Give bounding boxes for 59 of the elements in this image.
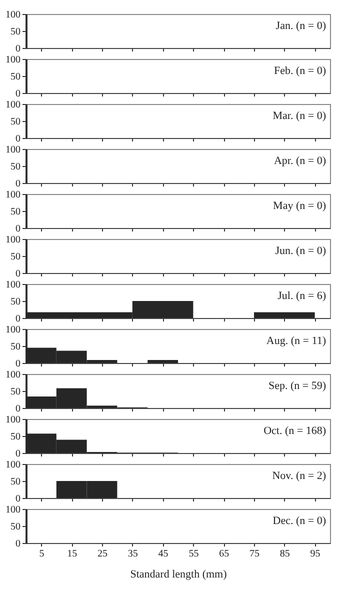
y-tick-label: 100 [6, 234, 20, 246]
y-tick-label: 0 [16, 44, 20, 54]
y-tick-label: 0 [16, 178, 20, 190]
y-tick-label: 50 [10, 386, 20, 398]
y-tick-label: 0 [16, 448, 20, 460]
y-tick-label: 100 [6, 460, 20, 470]
y-tick-label: 50 [10, 162, 20, 172]
y-tick-label: 50 [10, 476, 20, 488]
annotation: Sep. (n = 59) [268, 380, 326, 392]
y-tick-label: 100 [6, 190, 20, 200]
x-tick-label: 25 [98, 548, 108, 560]
annotation: Mar. (n = 0) [272, 110, 326, 122]
y-tick-label: 0 [16, 404, 20, 414]
y-tick-label: 50 [10, 522, 20, 532]
annotation: Nov. (n = 2) [272, 470, 326, 482]
annotation: Aug. (n = 11) [266, 335, 326, 347]
annotation: May (n = 0) [273, 200, 326, 212]
annotation: Jun. (n = 0) [275, 245, 326, 257]
x-tick-label: 55 [188, 548, 199, 560]
annotation: Feb. (n = 0) [274, 65, 326, 77]
y-tick-label: 100 [6, 504, 20, 516]
y-tick-label: 0 [16, 88, 20, 100]
y-tick-label: 50 [10, 342, 20, 352]
y-tick-label: 100 [6, 144, 20, 156]
y-tick-label: 50 [10, 116, 20, 128]
x-tick-label: 85 [280, 548, 290, 560]
y-tick-label: 0 [16, 268, 20, 280]
y-tick-label: 0 [16, 224, 20, 234]
y-tick-label: 50 [10, 432, 20, 442]
x-tick-label: 65 [219, 548, 230, 560]
annotation: Oct. (n = 168) [264, 425, 326, 437]
y-tick-label: 50 [10, 206, 20, 218]
x-tick-label: 5 [39, 548, 44, 560]
x-tick-label: 35 [128, 548, 138, 560]
annotation: Jan. (n = 0) [276, 20, 326, 32]
y-tick-label: 50 [10, 296, 20, 308]
y-tick-label: 50 [10, 26, 20, 38]
y-tick-label: 50 [10, 72, 20, 82]
annotation: Apr. (n = 0) [274, 155, 326, 167]
annotation: Dec. (n = 0) [272, 515, 326, 527]
annotation: Jul. (n = 6) [278, 290, 326, 302]
x-tick-label: 95 [310, 548, 320, 560]
x-tick-label: 75 [250, 548, 260, 560]
y-tick-label: 100 [6, 100, 20, 110]
x-tick-label: 45 [158, 548, 168, 560]
y-tick-label: 100 [6, 414, 20, 426]
y-tick-label: 100 [6, 10, 20, 20]
y-tick-label: 0 [16, 358, 20, 370]
y-tick-label: 100 [6, 280, 20, 290]
y-tick-label: 0 [16, 134, 20, 144]
y-tick-label: 0 [16, 314, 20, 324]
x-tick-label: 15 [67, 548, 78, 560]
y-tick-label: 100 [6, 324, 20, 336]
x-axis-title: Standard length (mm) [130, 568, 228, 580]
y-tick-label: 50 [10, 252, 20, 262]
y-tick-label: 0 [16, 494, 20, 504]
y-tick-label: 100 [6, 370, 20, 380]
y-tick-label: 100 [6, 54, 20, 66]
y-tick-label: 0 [16, 538, 20, 550]
